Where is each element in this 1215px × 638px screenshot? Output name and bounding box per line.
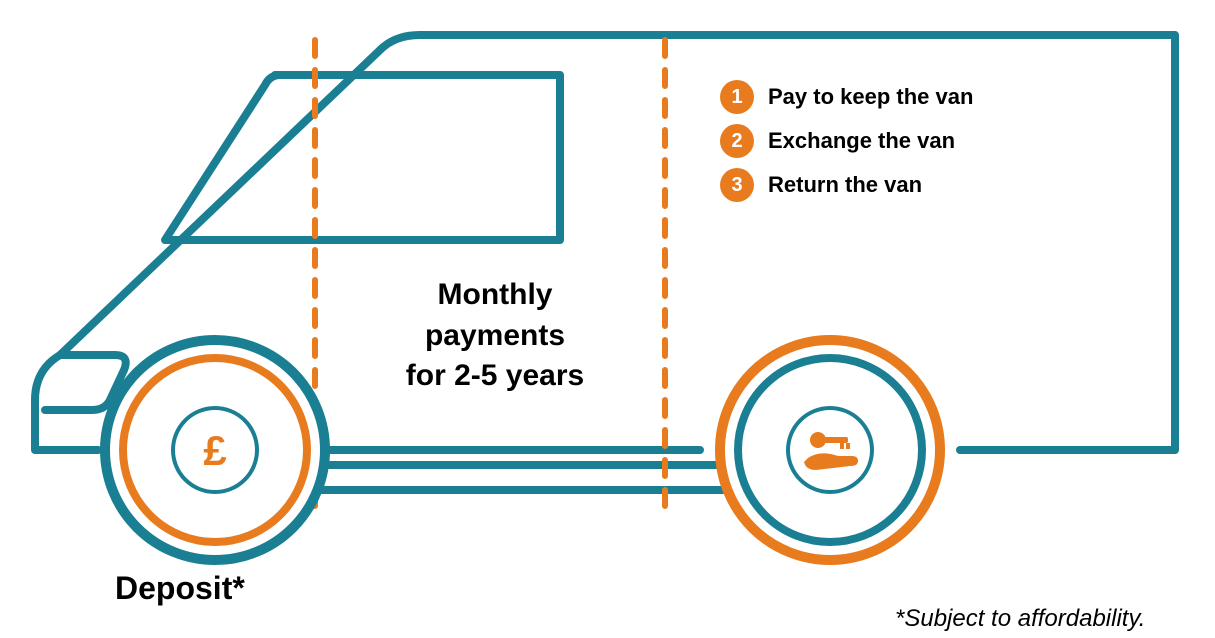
monthly-payments-label: Monthly payments for 2-5 years [360,275,630,397]
option-row-3: 3 Return the van [720,168,973,202]
monthly-line-3: for 2-5 years [360,356,630,397]
rear-wheel-hub [788,408,872,492]
monthly-line-2: payments [360,316,630,357]
deposit-label: Deposit* [115,570,245,607]
option-row-1: 1 Pay to keep the van [720,80,973,114]
van-window [165,75,560,240]
option-badge-2: 2 [720,124,754,158]
monthly-line-1: Monthly [360,275,630,316]
option-text-3: Return the van [768,172,922,198]
option-badge-1: 1 [720,80,754,114]
rear-wheel [720,340,940,560]
option-text-2: Exchange the van [768,128,955,154]
option-badge-3: 3 [720,168,754,202]
option-text-1: Pay to keep the van [768,84,973,110]
infographic-stage: £ Deposit* Monthly payments for 2-5 year… [0,0,1215,638]
footnote-text: *Subject to affordability. [895,605,1145,633]
end-options-list: 1 Pay to keep the van 2 Exchange the van… [720,80,973,212]
pound-icon: £ [203,427,226,474]
front-wheel: £ [105,340,325,560]
option-row-2: 2 Exchange the van [720,124,973,158]
